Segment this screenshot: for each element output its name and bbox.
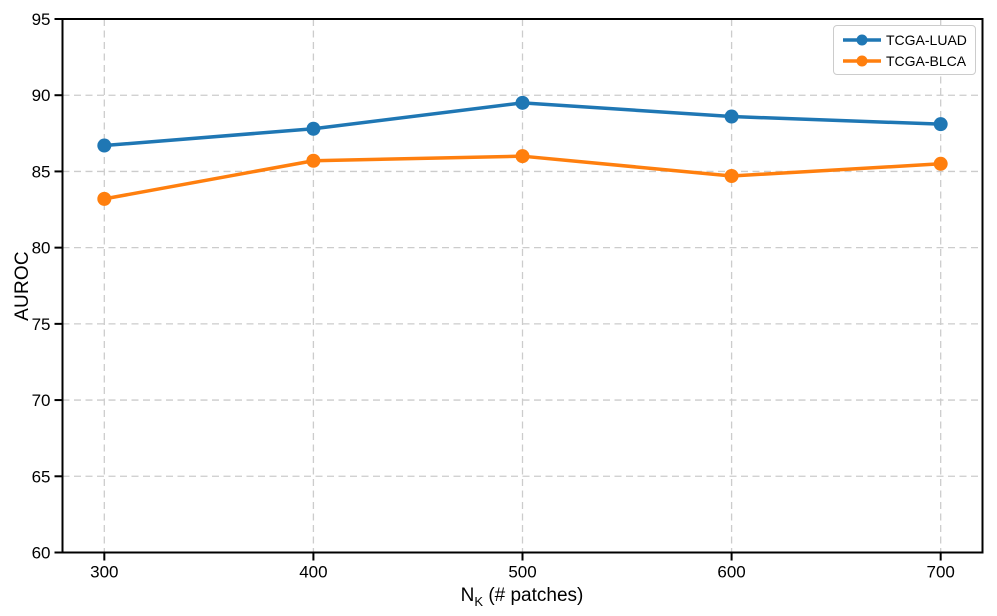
- data-point-tcga-blca: [306, 153, 321, 168]
- y-tick-label: 85: [32, 162, 51, 181]
- x-tick-label: 500: [508, 563, 536, 582]
- data-point-tcga-blca: [515, 149, 530, 164]
- y-tick-label: 95: [32, 10, 51, 29]
- legend-item-tcga-luad: TCGA-LUAD: [841, 29, 969, 50]
- legend-label-tcga-luad: TCGA-LUAD: [886, 31, 967, 48]
- legend-label-tcga-blca: TCGA-BLCA: [886, 52, 967, 69]
- x-tick-label: 700: [926, 563, 954, 582]
- legend: TCGA-LUAD TCGA-BLCA: [833, 25, 976, 75]
- x-tick-label: 400: [299, 563, 327, 582]
- y-tick-label: 65: [32, 467, 51, 486]
- y-tick-label: 70: [32, 391, 51, 410]
- y-tick-label: 80: [32, 239, 51, 258]
- data-point-tcga-blca: [933, 156, 948, 171]
- y-tick-label: 75: [32, 315, 51, 334]
- legend-line-sample: [843, 55, 881, 66]
- plot-spines: [61, 18, 984, 554]
- legend-sample-marker: [856, 34, 868, 45]
- y-axis-label: AUROC: [12, 251, 33, 321]
- legend-line-sample: [843, 34, 881, 45]
- x-tick-label: 300: [90, 563, 118, 582]
- data-point-tcga-luad: [306, 121, 321, 136]
- data-point-tcga-luad: [515, 95, 530, 110]
- x-tick-label: 600: [717, 563, 745, 582]
- x-axis-label-subscript: K: [474, 593, 484, 609]
- data-point-tcga-blca: [724, 169, 739, 184]
- data-point-tcga-blca: [97, 191, 112, 206]
- data-point-tcga-luad: [933, 117, 948, 132]
- x-axis-label: NK (# patches): [461, 585, 584, 609]
- data-point-tcga-luad: [724, 109, 739, 124]
- y-tick-label: 60: [32, 544, 51, 563]
- legend-item-tcga-blca: TCGA-BLCA: [841, 50, 969, 71]
- x-axis-label-units: (# patches): [483, 585, 584, 607]
- y-tick-label: 90: [32, 86, 51, 105]
- data-point-tcga-luad: [97, 138, 112, 153]
- legend-sample-marker: [856, 55, 868, 66]
- x-axis-label-base: N: [460, 585, 475, 607]
